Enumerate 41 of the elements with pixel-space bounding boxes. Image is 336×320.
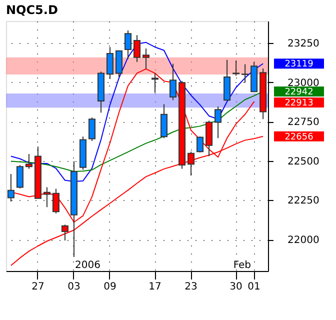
x-tick-label: 17 [148,282,162,292]
y-tick-label: 23000 [288,78,320,89]
candlestick [115,50,122,78]
candlestick [61,224,68,241]
candlestick [224,59,231,101]
candlestick [52,188,60,214]
annotation: Feb [233,260,252,271]
y-tick-label: 22000 [288,235,320,246]
candlestick [16,164,24,189]
y-tick-label: 22250 [288,196,320,207]
x-tick-label: 30 [230,282,242,292]
candlestick [170,63,177,101]
x-tick-label: 23 [184,282,198,292]
candlestick [134,34,140,63]
candlestick [232,60,240,76]
candlestick [196,136,204,153]
y-tick-label: 22750 [288,117,320,128]
text: 22913 [284,98,314,108]
x-tick-label: 27 [32,282,44,292]
text: 22656 [284,132,314,142]
candlestick [88,117,96,142]
candlestick [242,64,249,84]
line-series [10,42,264,182]
x-tick-label: 09 [104,282,116,292]
x-tick-label: 01 [248,282,260,292]
text: 23119 [284,60,314,70]
candlestick [188,151,195,176]
text: 22942 [284,87,314,98]
y-tick-label: 23250 [288,38,320,50]
x-tick-label: 03 [68,282,80,292]
candlestick [106,46,114,80]
candlestick [7,173,14,202]
candlestick [124,30,132,60]
chart-title: NQC5.D [6,3,58,17]
annotation: 2006 [74,260,100,271]
y-tick-label: 22500 [288,156,320,168]
candlestick [160,104,168,139]
candlestick [25,154,32,170]
candlestick [152,72,159,94]
candlestick [43,186,50,208]
candlestick [214,106,222,139]
